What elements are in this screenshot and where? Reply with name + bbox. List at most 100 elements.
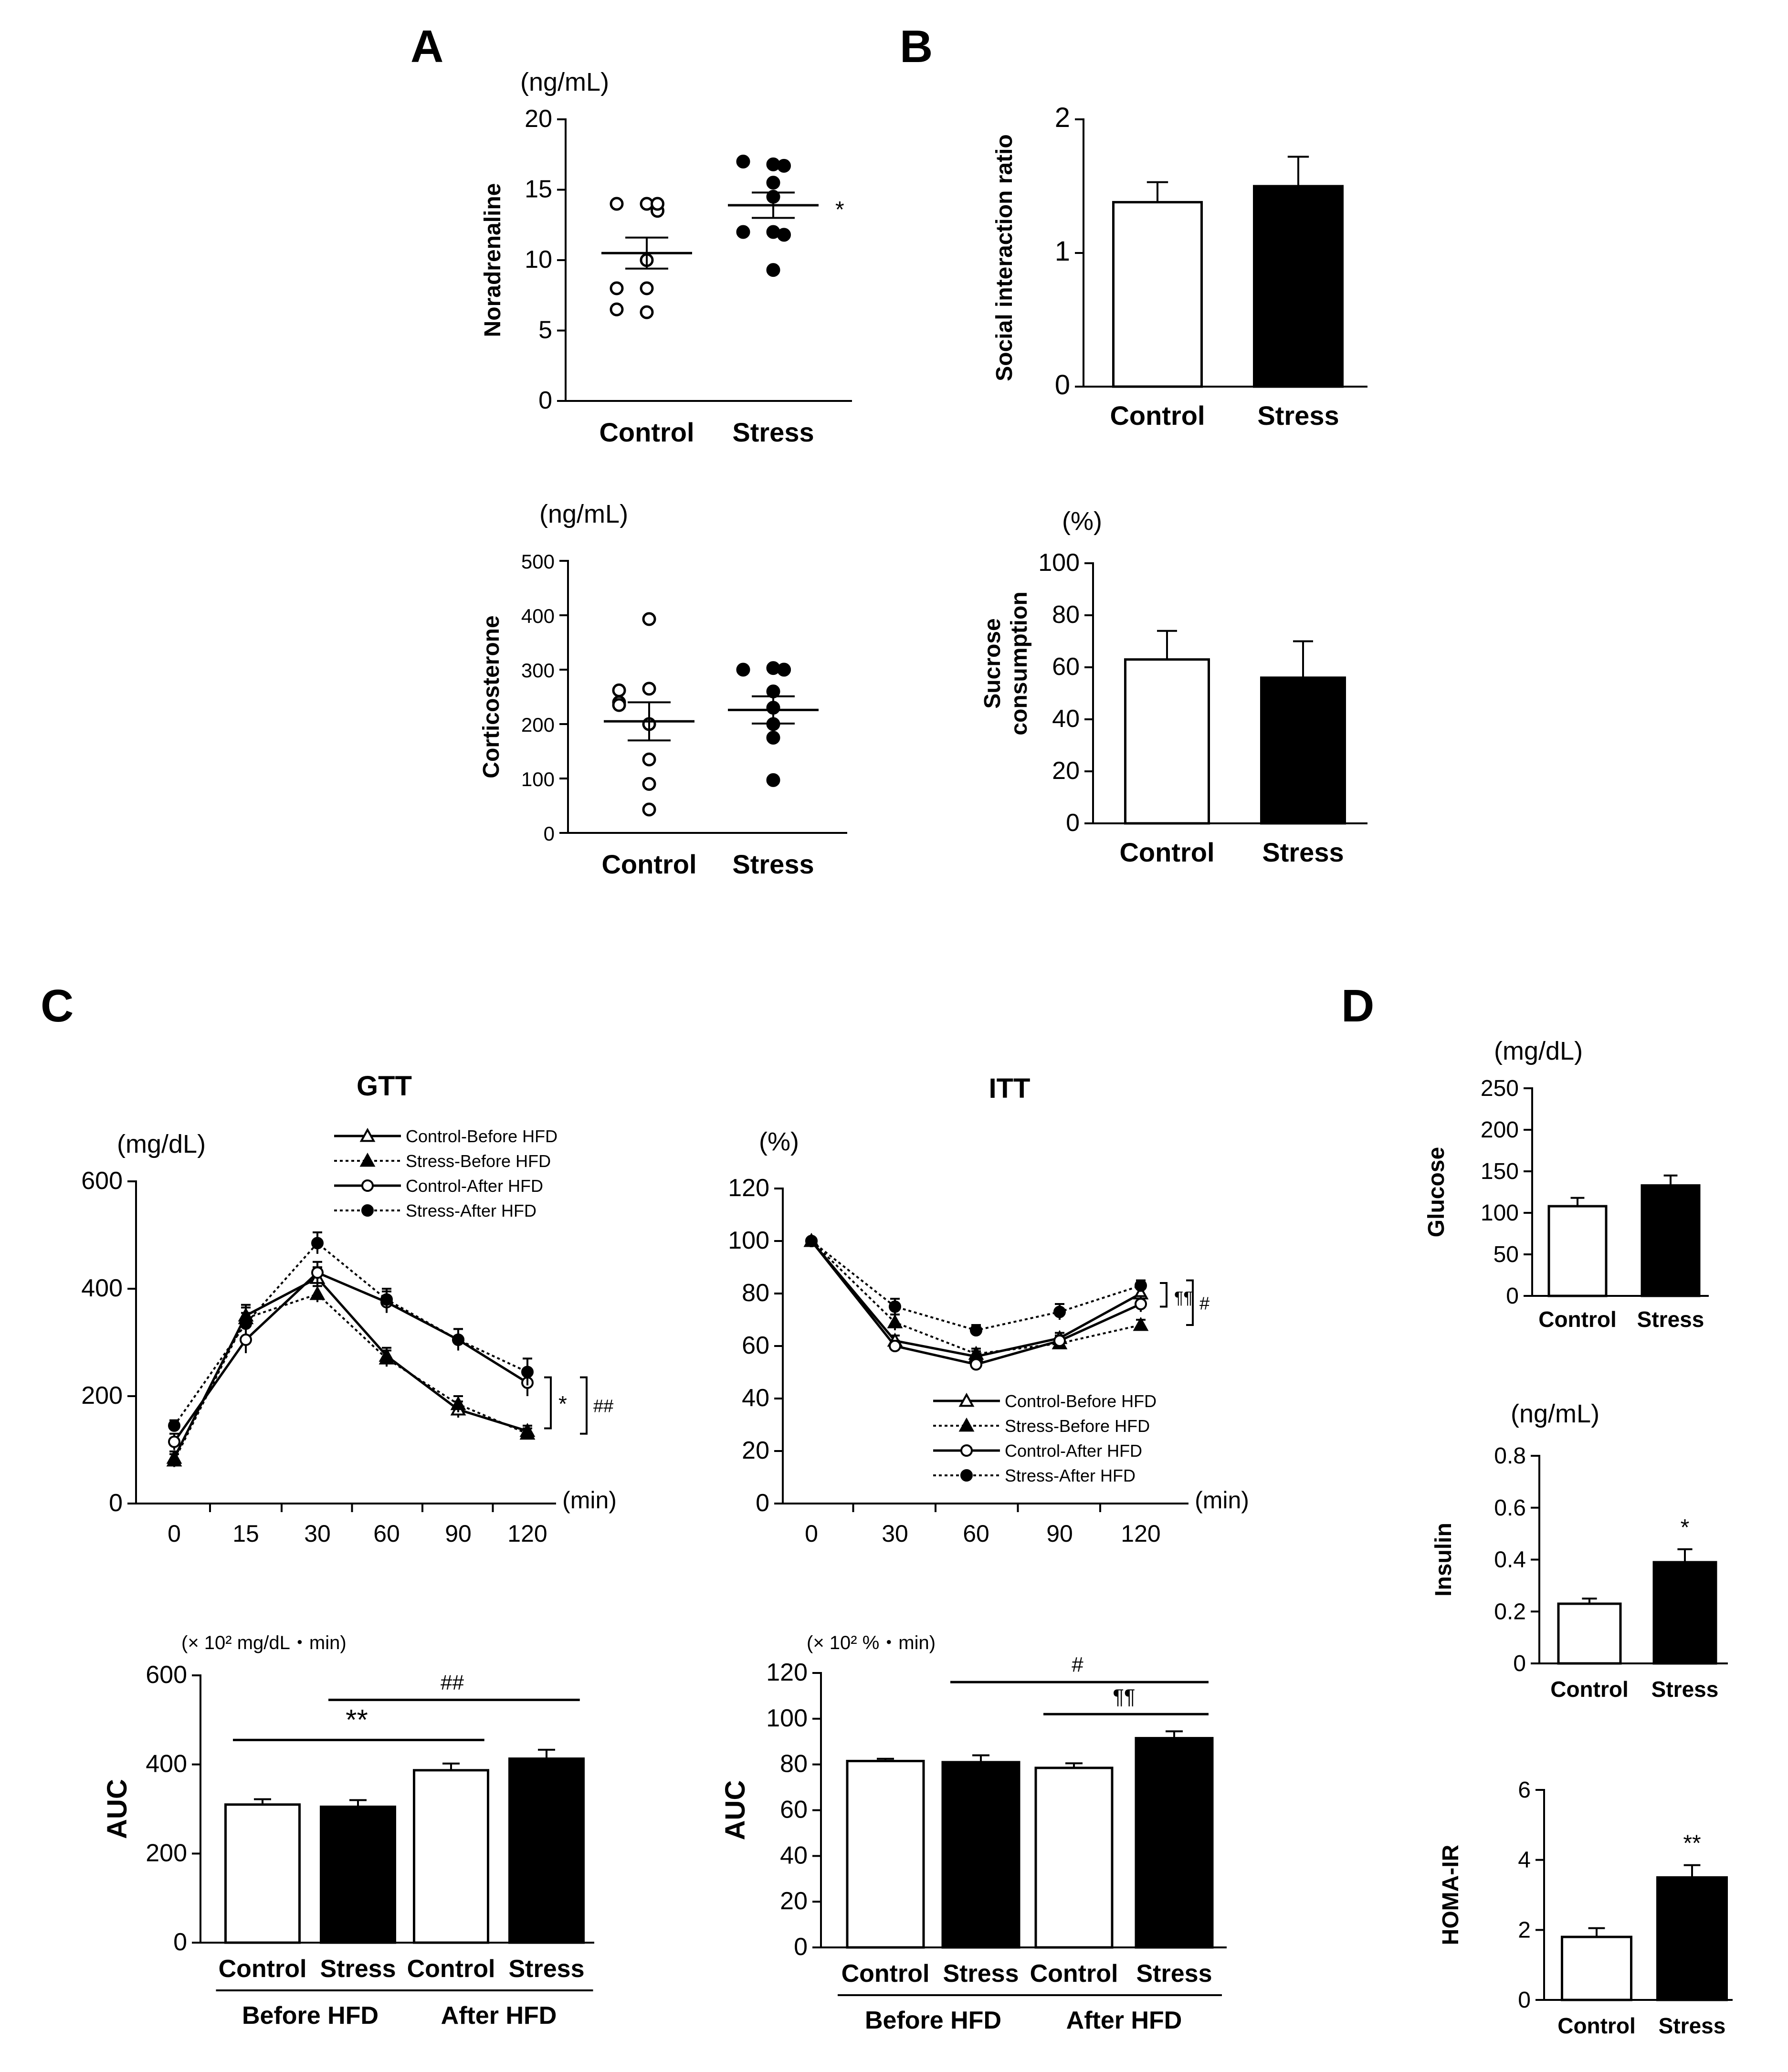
itt-marker bbox=[887, 1314, 903, 1328]
gtt-x-unit: (min) bbox=[562, 1487, 617, 1514]
noradrenaline-data-point bbox=[640, 305, 654, 319]
gtt-legend-marker bbox=[361, 1204, 374, 1217]
itt-y-tick-label: 20 bbox=[742, 1437, 769, 1464]
itt-legend-label: Control-After HFD bbox=[1005, 1441, 1142, 1461]
sucrose-category-label: Stress bbox=[1262, 837, 1344, 867]
gtt-marker bbox=[311, 1237, 324, 1250]
itt-marker bbox=[1053, 1335, 1066, 1347]
gtt-legend-label: Control-Before HFD bbox=[406, 1126, 557, 1146]
corticosterone-category-label: Control bbox=[601, 849, 696, 879]
itt_auc-unit: (× 10² %・min) bbox=[807, 1632, 936, 1653]
noradrenaline-y-tick-label: 15 bbox=[525, 176, 552, 203]
sucrose-y-tick-label: 40 bbox=[1052, 705, 1080, 733]
itt-legend-label: Stress-After HFD bbox=[1005, 1466, 1136, 1485]
corticosterone-y-label-line: Corticosterone bbox=[479, 615, 504, 778]
gtt-y-tick-label: 200 bbox=[81, 1382, 123, 1409]
itt_auc-y-tick-label: 20 bbox=[780, 1887, 808, 1915]
gtt_auc-bar bbox=[413, 1769, 489, 1944]
insulin-significance: * bbox=[1681, 1515, 1690, 1540]
glucose-category-label: Stress bbox=[1637, 1307, 1704, 1332]
insulin-y-tick-label: 0.4 bbox=[1494, 1547, 1526, 1573]
gtt-x-tick-label: 90 bbox=[445, 1520, 472, 1547]
itt-series-line bbox=[810, 1240, 1141, 1355]
insulin-y-label: Insulin bbox=[1431, 1523, 1456, 1597]
glucose-unit: (mg/dL) bbox=[1494, 1037, 1583, 1065]
gtt_auc-bar bbox=[508, 1757, 585, 1944]
gtt-marker bbox=[168, 1419, 180, 1432]
corticosterone-data-point bbox=[612, 683, 626, 697]
sucrose-y-tick-label: 0 bbox=[1066, 809, 1080, 837]
gtt-x-tick-label: 60 bbox=[373, 1520, 400, 1547]
itt-y-tick-label: 80 bbox=[742, 1279, 769, 1307]
glucose-y-tick-label: 200 bbox=[1481, 1117, 1519, 1143]
gtt_auc-bar bbox=[320, 1805, 396, 1944]
gtt_auc-y-tick-label: 600 bbox=[146, 1661, 187, 1689]
social-category-label: Stress bbox=[1257, 400, 1339, 431]
gtt_auc-group-label: Before HFD bbox=[242, 2002, 379, 2030]
gtt_auc-significance: ## bbox=[441, 1671, 464, 1694]
itt-bracket-outer bbox=[1186, 1279, 1194, 1326]
insulin-y-tick-label: 0.2 bbox=[1494, 1599, 1526, 1624]
sucrose-y-label: Sucroseconsumption bbox=[980, 591, 1032, 735]
corticosterone-data-point bbox=[766, 773, 780, 787]
noradrenaline-data-point bbox=[777, 158, 791, 173]
gtt-y-tick-label: 600 bbox=[81, 1167, 123, 1195]
gtt-marker bbox=[166, 1452, 182, 1467]
corticosterone-y-tick-label: 400 bbox=[521, 605, 555, 627]
gtt-legend-marker bbox=[359, 1127, 376, 1142]
insulin-y-tick-label: 0.8 bbox=[1494, 1443, 1526, 1469]
gtt-x-tick-label: 0 bbox=[168, 1520, 181, 1547]
homa-y-label-line: HOMA-IR bbox=[1438, 1845, 1463, 1946]
sucrose-bar bbox=[1124, 658, 1210, 825]
noradrenaline-unit: (ng/mL) bbox=[520, 68, 609, 96]
gtt-x-tick-label: 15 bbox=[232, 1520, 259, 1547]
itt-x-tick-label: 30 bbox=[882, 1520, 908, 1547]
panel-label-d: D bbox=[1341, 980, 1374, 1031]
itt_auc-significance: ¶¶ bbox=[1113, 1685, 1135, 1708]
gtt-legend-label: Stress-Before HFD bbox=[406, 1151, 551, 1171]
itt-marker bbox=[1053, 1305, 1066, 1318]
social-y-tick-label: 1 bbox=[1055, 236, 1070, 267]
glucose-y-tick-label: 150 bbox=[1481, 1159, 1519, 1184]
corticosterone-y-tick-label: 0 bbox=[544, 822, 555, 845]
gtt-legend-marker bbox=[359, 1152, 376, 1167]
itt_auc-bar bbox=[1034, 1767, 1114, 1949]
gtt_auc-y-label-line: AUC bbox=[102, 1779, 133, 1839]
corticosterone-data-point bbox=[642, 682, 656, 696]
glucose-y-tick-label: 250 bbox=[1481, 1076, 1519, 1101]
noradrenaline-data-point bbox=[766, 176, 780, 190]
glucose-y-label: Glucose bbox=[1424, 1147, 1449, 1237]
homa-y-tick-label: 6 bbox=[1518, 1778, 1531, 1803]
corticosterone-y-tick-label: 100 bbox=[521, 768, 555, 790]
insulin-y-label-line: Insulin bbox=[1431, 1523, 1456, 1597]
itt-y-tick-label: 60 bbox=[742, 1332, 769, 1359]
noradrenaline-y-tick-label: 0 bbox=[538, 387, 552, 414]
glucose-y-tick-label: 100 bbox=[1481, 1200, 1519, 1226]
noradrenaline-y-tick-label: 5 bbox=[538, 316, 552, 344]
itt-marker bbox=[805, 1235, 818, 1247]
gtt-y-tick-label: 400 bbox=[81, 1274, 123, 1302]
itt-significance-inner: ¶¶ bbox=[1174, 1288, 1193, 1307]
glucose-bar bbox=[1547, 1205, 1608, 1297]
gtt-marker bbox=[452, 1333, 464, 1346]
sucrose-bar bbox=[1260, 676, 1346, 825]
itt-y-tick-label: 40 bbox=[742, 1384, 769, 1412]
itt-marker bbox=[970, 1324, 982, 1336]
homa-category-label: Stress bbox=[1659, 2013, 1726, 2038]
sucrose-y-tick-label: 80 bbox=[1052, 601, 1080, 629]
gtt_auc-unit: (× 10² mg/dL・min) bbox=[181, 1632, 347, 1653]
noradrenaline-y-label: Noradrenaline bbox=[480, 183, 505, 337]
gtt-marker bbox=[450, 1396, 466, 1410]
itt-legend-marker bbox=[958, 1392, 975, 1407]
gtt_auc-y-tick-label: 200 bbox=[146, 1839, 187, 1867]
gtt-series-line bbox=[173, 1293, 528, 1461]
corticosterone-data-point bbox=[777, 663, 791, 677]
gtt_auc-bar bbox=[224, 1803, 301, 1944]
homa-bar bbox=[1656, 1876, 1728, 2001]
insulin-y-tick-label: 0 bbox=[1513, 1651, 1526, 1676]
gtt-x-tick-label: 120 bbox=[507, 1520, 547, 1547]
social-category-label: Control bbox=[1110, 400, 1205, 431]
corticosterone-data-point bbox=[642, 802, 656, 817]
sucrose-y-tick-label: 20 bbox=[1052, 757, 1080, 785]
itt-legend-label: Stress-Before HFD bbox=[1005, 1416, 1150, 1436]
